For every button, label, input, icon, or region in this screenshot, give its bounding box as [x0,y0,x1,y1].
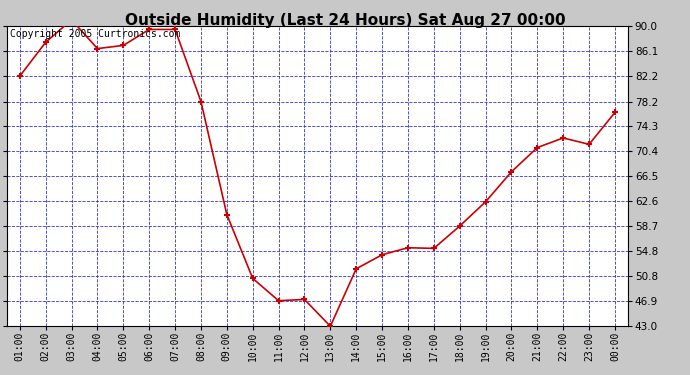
Text: Outside Humidity (Last 24 Hours) Sat Aug 27 00:00: Outside Humidity (Last 24 Hours) Sat Aug… [125,13,565,28]
Text: Copyright 2005 Curtronics.com: Copyright 2005 Curtronics.com [10,29,180,39]
